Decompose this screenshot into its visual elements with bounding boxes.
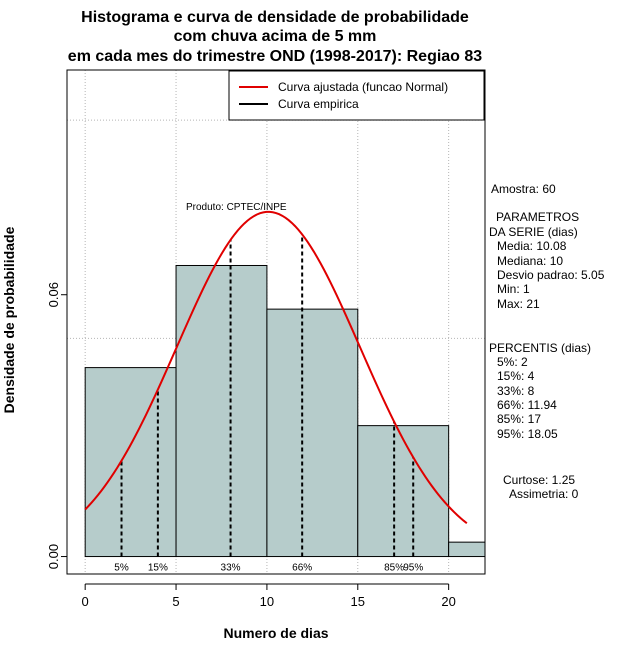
produto-annotation: Produto: CPTEC/INPE	[186, 202, 287, 213]
stat-p85: 85%: 17	[497, 412, 541, 426]
y-axis-label: Densidade de probabilidade	[1, 226, 17, 413]
x-tick-label: 15	[351, 594, 365, 609]
normal-fit-curve	[84, 210, 468, 525]
stat-p33: 33%: 8	[497, 384, 535, 398]
percentile-label: 15%	[148, 563, 168, 574]
legend-box	[228, 70, 485, 121]
stat-amostra: Amostra: 60	[491, 182, 556, 196]
stat-desvio-padrao: Desvio padrao: 5.05	[497, 268, 605, 282]
percentile-label: 33%	[221, 563, 241, 574]
histogram-bar	[448, 541, 486, 558]
legend-label-curva-ajustada: Curva ajustada (funcao Normal)	[278, 80, 448, 94]
chart-title-line-3: em cada mes do trimestre OND (1998-2017)…	[68, 48, 483, 65]
stat-media: Media: 10.08	[497, 239, 567, 253]
stat-curtose: Curtose: 1.25	[503, 473, 575, 487]
stat-assimetria: Assimetria: 0	[509, 487, 579, 501]
bars-layer	[84, 264, 486, 558]
stat-mediana: Mediana: 10	[497, 254, 563, 268]
chart-title-line-1: Histograma e curva de densidade de proba…	[81, 9, 469, 26]
stat-p5: 5%: 2	[497, 355, 528, 369]
x-tick-label: 5	[172, 594, 179, 609]
x-tick-label: 0	[82, 594, 89, 609]
legend-label-curva-empirica: Curva empirica	[278, 97, 359, 111]
x-tick-label: 20	[441, 594, 455, 609]
histogram-bar	[357, 425, 450, 558]
stat-percentis-title: PERCENTIS (dias)	[489, 341, 591, 355]
statistics-panel: Amostra: 60 PARAMETROS DA SERIE (dias) M…	[489, 182, 605, 501]
stat-parametros-subtitle: DA SERIE (dias)	[489, 225, 578, 239]
stat-p66: 66%: 11.94	[497, 398, 557, 412]
x-axis-label: Numero de dias	[223, 625, 328, 641]
stat-parametros-title: PARAMETROS	[496, 210, 579, 224]
curve-layer	[84, 210, 468, 525]
percentile-label: 85%	[384, 563, 404, 574]
x-tick-label: 10	[260, 594, 274, 609]
stat-p95: 95%: 18.05	[497, 427, 558, 441]
y-tick-label: 0.06	[46, 282, 61, 307]
stat-p15: 15%: 4	[497, 369, 535, 383]
percentile-label: 66%	[292, 563, 312, 574]
histogram-bar	[175, 264, 268, 558]
histogram-bar	[84, 367, 177, 558]
stat-min: Min: 1	[497, 282, 530, 296]
y-tick-label: 0.00	[46, 544, 61, 569]
chart-title-line-2: com chuva acima de 5 mm	[174, 28, 377, 45]
legend: Curva ajustada (funcao Normal) Curva emp…	[228, 70, 485, 121]
stat-max: Max: 21	[497, 297, 540, 311]
percentile-lines-layer: 5% 15% 33% 66% 85% 95%	[114, 234, 423, 574]
axes-layer: 0 5 10 15 20 0.00 0.06	[46, 282, 456, 609]
percentile-label: 95%	[403, 563, 423, 574]
histogram-bar	[266, 308, 359, 558]
percentile-label: 5%	[114, 563, 129, 574]
